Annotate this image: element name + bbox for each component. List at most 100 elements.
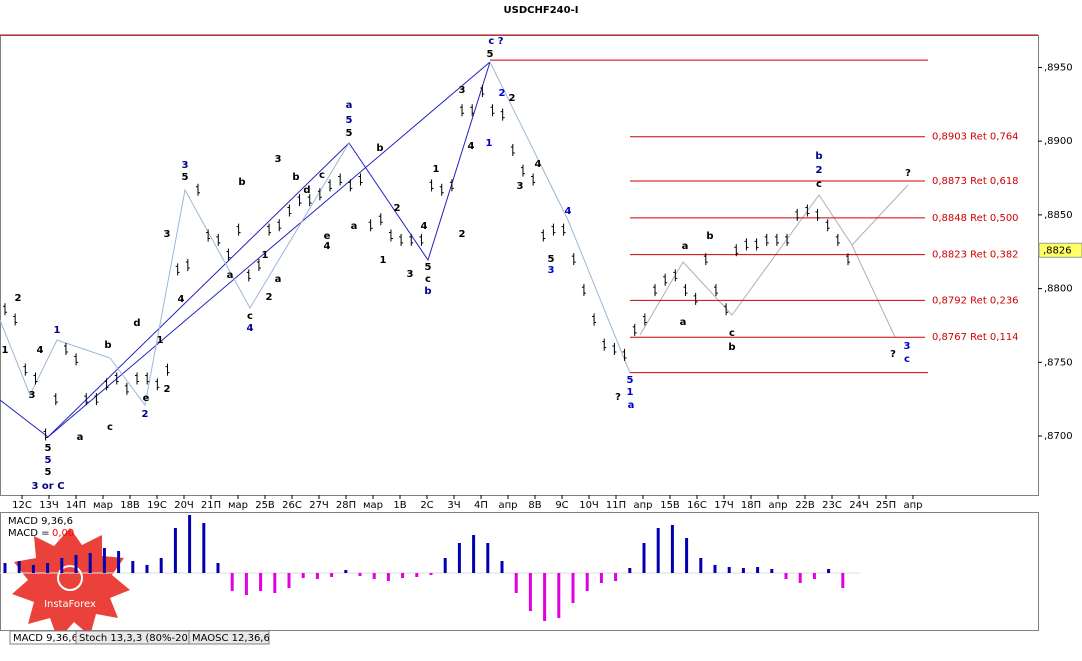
x-tick-label: 27Ч [309,500,329,511]
price-bar [571,253,576,266]
price-bar [805,204,810,217]
macd-bar [159,558,163,573]
wave-label: 2 [142,409,149,420]
wave-line [489,61,631,374]
macd-bar [244,573,248,595]
price-bar [53,393,58,406]
macd-bar [273,573,277,593]
x-tick-label: 17Ч [714,500,734,511]
macd-bar [699,558,703,573]
price-bar [114,372,119,385]
y-tick-label: ,8950 [1044,62,1073,73]
macd-bar [614,573,618,581]
price-bar [358,173,363,186]
macd-bar [841,573,845,588]
price-bar [175,263,180,276]
wave-label: d [303,185,310,196]
y-tick-label: ,8750 [1044,357,1073,368]
price-bar [226,248,231,261]
price-bar [744,238,749,251]
wave-label: a [227,270,234,281]
wave-label: 5 [45,455,52,466]
wave-label: 1 [486,138,493,149]
wave-label: 4 [324,241,331,252]
x-tick-label: 2С [420,500,433,511]
price-bar [815,208,820,221]
price-bar [195,183,200,196]
price-bar [531,173,536,186]
price-bar [155,378,160,391]
macd-bar [315,573,319,579]
price-bar [470,104,475,117]
price-bar [185,259,190,271]
macd-bar [685,538,689,573]
wave-label: a [682,241,689,252]
price-bar [673,269,678,282]
price-bar [835,233,840,246]
x-tick-label: 26С [282,500,302,511]
price-bar [825,219,830,232]
wave-label: b [238,177,245,188]
macd-prefix: MACD = [8,528,50,539]
macd-bar [798,573,802,583]
y-tick-label: ,8700 [1044,431,1073,442]
macd-bar [443,558,447,573]
wave-label: 2 [15,293,22,304]
macd-bar [60,558,64,573]
wave-label: 4 [247,323,254,334]
macd-bar [784,573,788,579]
macd-value: 0,00 [52,528,74,539]
logo-burst [12,528,130,640]
wave-label: 1 [262,250,269,261]
macd-bar [259,573,263,591]
price-bar [368,219,373,232]
tab-label: MACD 9,36,6 [13,633,78,644]
level-label: 0,8792 Ret 0,236 [932,295,1019,306]
price-bar [256,259,261,271]
macd-label: MACD 9,36,6 [8,516,73,527]
price-bar [683,284,688,297]
price-bar [449,179,454,192]
x-tick-label: 25В [255,500,275,511]
x-tick-label: 25П [876,500,896,511]
price-bar [165,363,170,376]
price-bar [846,253,850,266]
macd-bar [117,551,121,573]
price-bar [592,313,597,326]
price-bar [378,213,383,226]
macd-bar [812,573,816,579]
macd-bar [457,543,461,573]
wave-label: 3 [407,269,414,280]
price-bar [795,208,800,221]
price-bar [104,378,109,391]
price-bar [74,353,79,366]
macd-bar [756,567,760,573]
macd-bar [216,563,220,573]
macd-bar [543,573,547,621]
price-bar [307,194,312,207]
price-bar [510,144,515,156]
wave-label: 4 [178,294,185,305]
wave-label: 3 [182,160,189,171]
wave-label: c [816,179,822,190]
wave-label: 2 [266,292,273,303]
price-bar [317,188,322,201]
x-tick-label: 20Ч [174,500,194,511]
price-bar [520,164,525,177]
level-label: 0,8767 Ret 0,114 [932,332,1019,343]
macd-bar [727,567,731,573]
macd-bar [17,561,21,573]
macd-bar [344,570,348,573]
wave-label: b [104,340,111,351]
macd-bar [429,573,433,575]
forecast-line [851,184,909,246]
wave-label: 3 [904,341,911,352]
price-bar [216,233,221,246]
wave-label: 5 [487,49,494,60]
price-bar [581,284,586,297]
price-bar [124,382,129,395]
x-tick-label: 22В [795,500,815,511]
x-tick-label: 1В [393,500,406,511]
price-bar [63,343,68,356]
